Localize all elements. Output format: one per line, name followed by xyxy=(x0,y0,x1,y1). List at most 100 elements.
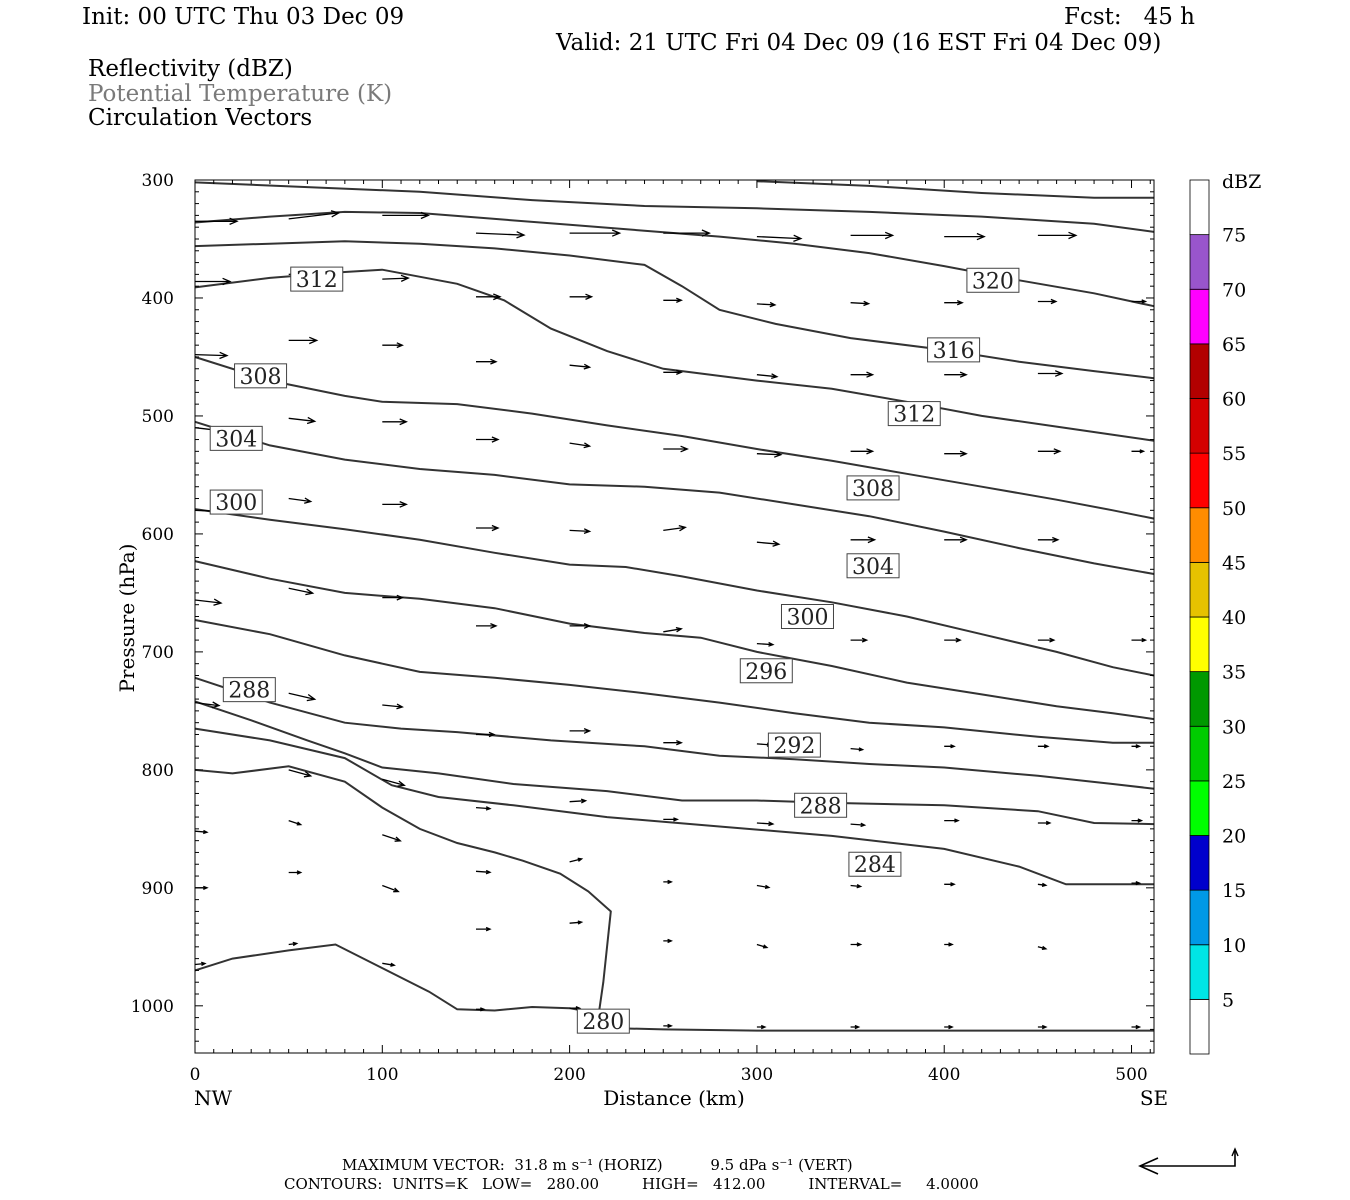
colorbar-level-label: 30 xyxy=(1222,716,1246,738)
vector-arrow xyxy=(476,926,492,932)
vector-arrow xyxy=(850,942,863,947)
colorbar-level-label: 15 xyxy=(1222,880,1246,902)
vector-arrow xyxy=(288,587,315,596)
contour-label-box xyxy=(846,553,900,579)
contour-300 xyxy=(194,560,1155,721)
vector-arrow xyxy=(1037,1024,1048,1030)
colorbar-level-label: 65 xyxy=(1222,334,1246,356)
contour-label: 296 xyxy=(745,660,787,685)
colorbar-segment xyxy=(1189,234,1210,290)
vector-arrow xyxy=(756,301,777,308)
vector-arrow xyxy=(944,637,962,643)
vector-arrow xyxy=(382,418,408,426)
maximum-vector-note: MAXIMUM VECTOR: 31.8 m s⁻¹ (HORIZ) 9.5 d… xyxy=(342,1156,853,1174)
vector-arrow xyxy=(850,822,867,828)
contour-label: 308 xyxy=(240,365,282,390)
contour-328 xyxy=(194,181,1155,233)
vector-arrow xyxy=(850,448,875,455)
contour-label: 312 xyxy=(296,268,338,293)
contour-label-box xyxy=(780,604,834,629)
vector-arrow xyxy=(850,300,871,307)
contour-292 xyxy=(194,676,1155,790)
colorbar-segment xyxy=(1189,835,1210,891)
vector-arrow xyxy=(1131,637,1148,643)
contour-labels: 312 308 304 300 288 320 316 312 308 304 300 296 292 2… xyxy=(209,266,1020,1035)
vector-arrow xyxy=(756,234,803,243)
vector-arrow xyxy=(288,692,317,702)
vector-arrow xyxy=(663,445,689,453)
vector-arrow xyxy=(944,942,954,947)
vector-arrow xyxy=(569,363,592,370)
contour-label: 292 xyxy=(773,734,815,759)
vector-arrow xyxy=(1037,298,1058,305)
axes: 0 100 200 300 400 500 300 400 500 600 700 800 900 100… xyxy=(131,171,1154,1085)
vector-arrow xyxy=(850,536,877,544)
contour-label-box xyxy=(739,658,793,684)
vector-arrow xyxy=(476,731,496,738)
vector-arrow xyxy=(382,501,408,508)
y-tick-label: 500 xyxy=(142,407,174,427)
vector-arrow xyxy=(756,884,771,890)
contour-label: 288 xyxy=(228,679,270,704)
vector-arrow xyxy=(1131,818,1144,823)
colorbar-segment xyxy=(1189,179,1210,236)
vector-arrow xyxy=(569,528,592,535)
vector-arrow xyxy=(944,536,968,543)
x-tick-label: 400 xyxy=(928,1065,960,1085)
vector-arrow xyxy=(756,540,781,547)
vector-arrow xyxy=(569,293,594,300)
y-tick-label: 400 xyxy=(142,289,174,309)
vector-arrow xyxy=(1037,231,1078,240)
contour-label-box xyxy=(927,337,981,363)
vector-arrow xyxy=(195,277,232,286)
colorbar-segment xyxy=(1189,507,1210,563)
vector-arrow xyxy=(756,641,775,647)
colorbar-level-label: 55 xyxy=(1222,443,1246,465)
contour-lines xyxy=(194,180,1155,1032)
vector-arrow xyxy=(663,297,683,303)
colorbar-segment xyxy=(1189,725,1210,782)
vector-arrow xyxy=(288,210,341,220)
field-title-reflectivity: Reflectivity (dBZ) xyxy=(88,56,293,82)
vector-arrow xyxy=(476,358,498,365)
contour-label-box xyxy=(234,363,288,389)
contour-label-box xyxy=(848,851,902,877)
contour-label: 300 xyxy=(786,606,828,631)
reference-vector-arrow xyxy=(1138,1147,1239,1175)
vector-arrow xyxy=(288,819,303,826)
vector-arrow xyxy=(1131,880,1142,886)
vector-arrow xyxy=(382,594,404,601)
colorbar-level-label: 50 xyxy=(1222,498,1246,520)
contour-label-box xyxy=(209,425,263,451)
vector-arrow xyxy=(476,293,502,301)
contour-label: 312 xyxy=(893,403,935,428)
colorbar-segment xyxy=(1189,998,1210,1055)
contour-280 xyxy=(194,943,599,1022)
vector-arrow xyxy=(663,626,683,633)
vector-arrow xyxy=(663,938,673,944)
colorbar-segment xyxy=(1189,398,1210,454)
colorbar-level-label: 45 xyxy=(1222,552,1246,574)
vector-arrow xyxy=(288,416,317,425)
x-tick-label: 200 xyxy=(553,1065,585,1085)
colorbar-unit: dBZ xyxy=(1222,171,1261,193)
vector-arrow xyxy=(1037,882,1048,888)
vector-arrow xyxy=(382,342,404,349)
vector-arrow xyxy=(663,740,683,746)
colorbar-segment xyxy=(1189,671,1210,727)
contour-info-note: CONTOURS: UNITS=K LOW= 280.00 HIGH= 412.… xyxy=(284,1175,979,1193)
vector-arrow xyxy=(756,373,779,380)
vector-arrow xyxy=(944,1024,954,1030)
vector-arrow xyxy=(288,870,303,875)
vector-arrow xyxy=(663,879,673,885)
vector-arrow xyxy=(850,371,875,378)
vector-arrow xyxy=(382,884,400,893)
vector-arrow xyxy=(194,598,223,606)
y-tick-label: 900 xyxy=(142,879,174,899)
valid-time: Valid: 21 UTC Fri 04 Dec 09 (16 EST Fri … xyxy=(556,30,1162,56)
contour-280 xyxy=(597,1020,1154,1032)
y-tick-label: 300 xyxy=(142,171,174,191)
contour-label: 288 xyxy=(800,794,842,819)
contour-296 xyxy=(194,619,1154,744)
field-title-circulation-vectors: Circulation Vectors xyxy=(88,105,313,131)
